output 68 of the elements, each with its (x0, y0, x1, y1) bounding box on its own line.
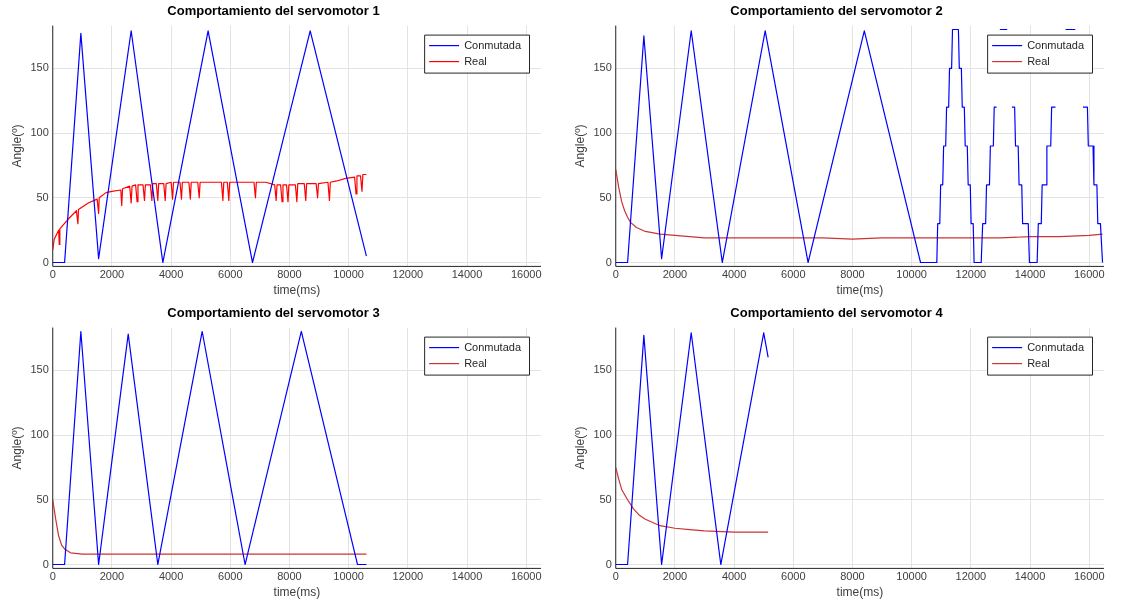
legend-label: Conmutada (464, 340, 522, 353)
x-tick-label: 14000 (451, 570, 483, 583)
x-tick-label: 12000 (955, 570, 987, 583)
legend-label: Real (464, 54, 487, 67)
x-tick-label: 14000 (1014, 268, 1046, 281)
x-axis-title: time(ms) (836, 585, 884, 600)
chart-title: Comportamiento del servomotor 1 (167, 3, 380, 19)
x-tick-label: 4000 (158, 268, 184, 281)
y-tick-label: 50 (599, 190, 612, 203)
legend-label: Real (1027, 54, 1050, 67)
x-tick-label: 2000 (99, 570, 125, 583)
x-tick-label: 2000 (99, 268, 125, 281)
y-axis-title: Angle(º) (9, 426, 24, 470)
x-tick-label: 4000 (721, 570, 747, 583)
x-tick-label: 16000 (1073, 268, 1105, 281)
x-tick-label: 10000 (896, 268, 927, 281)
x-tick-label: 2000 (662, 268, 688, 281)
y-axis-title: Angle(º) (572, 124, 587, 168)
y-tick-label: 150 (593, 61, 612, 74)
x-tick-label: 6000 (781, 570, 806, 583)
x-tick-label: 10000 (896, 570, 927, 583)
x-tick-label: 8000 (277, 570, 302, 583)
x-tick-label: 14000 (451, 268, 483, 281)
x-tick-label: 6000 (781, 268, 806, 281)
y-tick-label: 50 (36, 190, 49, 203)
legend-label: Real (464, 356, 487, 369)
x-tick-label: 8000 (840, 268, 865, 281)
x-tick-label: 4000 (158, 570, 184, 583)
chart-title: Comportamiento del servomotor 2 (730, 3, 943, 19)
x-axis-title: time(ms) (836, 283, 884, 298)
x-tick-label: 12000 (392, 268, 424, 281)
x-axis-title: time(ms) (273, 283, 321, 298)
y-tick-label: 100 (30, 126, 49, 139)
y-tick-label: 150 (593, 363, 612, 376)
x-tick-label: 12000 (392, 570, 424, 583)
y-tick-label: 0 (42, 557, 49, 570)
legend-label: Conmutada (464, 38, 522, 51)
chart-title: Comportamiento del servomotor 4 (730, 305, 944, 321)
x-tick-label: 8000 (277, 268, 302, 281)
x-tick-label: 4000 (721, 268, 747, 281)
x-tick-label: 12000 (955, 268, 987, 281)
x-tick-label: 16000 (510, 570, 542, 583)
y-tick-label: 100 (30, 428, 49, 441)
x-tick-label: 10000 (333, 268, 364, 281)
x-tick-label: 10000 (333, 570, 364, 583)
y-tick-label: 0 (42, 255, 49, 268)
x-tick-label: 2000 (662, 570, 688, 583)
y-tick-label: 150 (30, 61, 49, 74)
chart-title: Comportamiento del servomotor 3 (167, 305, 380, 321)
legend-label: Real (1027, 356, 1050, 369)
y-tick-label: 0 (605, 255, 612, 268)
y-axis-title: Angle(º) (572, 426, 587, 470)
x-axis-title: time(ms) (273, 585, 321, 600)
y-tick-label: 50 (599, 492, 612, 505)
y-tick-label: 50 (36, 492, 49, 505)
y-axis-title: Angle(º) (9, 124, 24, 168)
x-tick-label: 8000 (840, 570, 865, 583)
x-tick-label: 16000 (510, 268, 542, 281)
x-tick-label: 14000 (1014, 570, 1046, 583)
legend-label: Conmutada (1027, 340, 1085, 353)
x-tick-label: 6000 (218, 268, 243, 281)
y-tick-label: 100 (593, 428, 612, 441)
y-tick-label: 150 (30, 363, 49, 376)
y-tick-label: 100 (593, 126, 612, 139)
x-tick-label: 16000 (1073, 570, 1105, 583)
legend-label: Conmutada (1027, 38, 1085, 51)
x-tick-label: 6000 (218, 570, 243, 583)
y-tick-label: 0 (605, 557, 612, 570)
